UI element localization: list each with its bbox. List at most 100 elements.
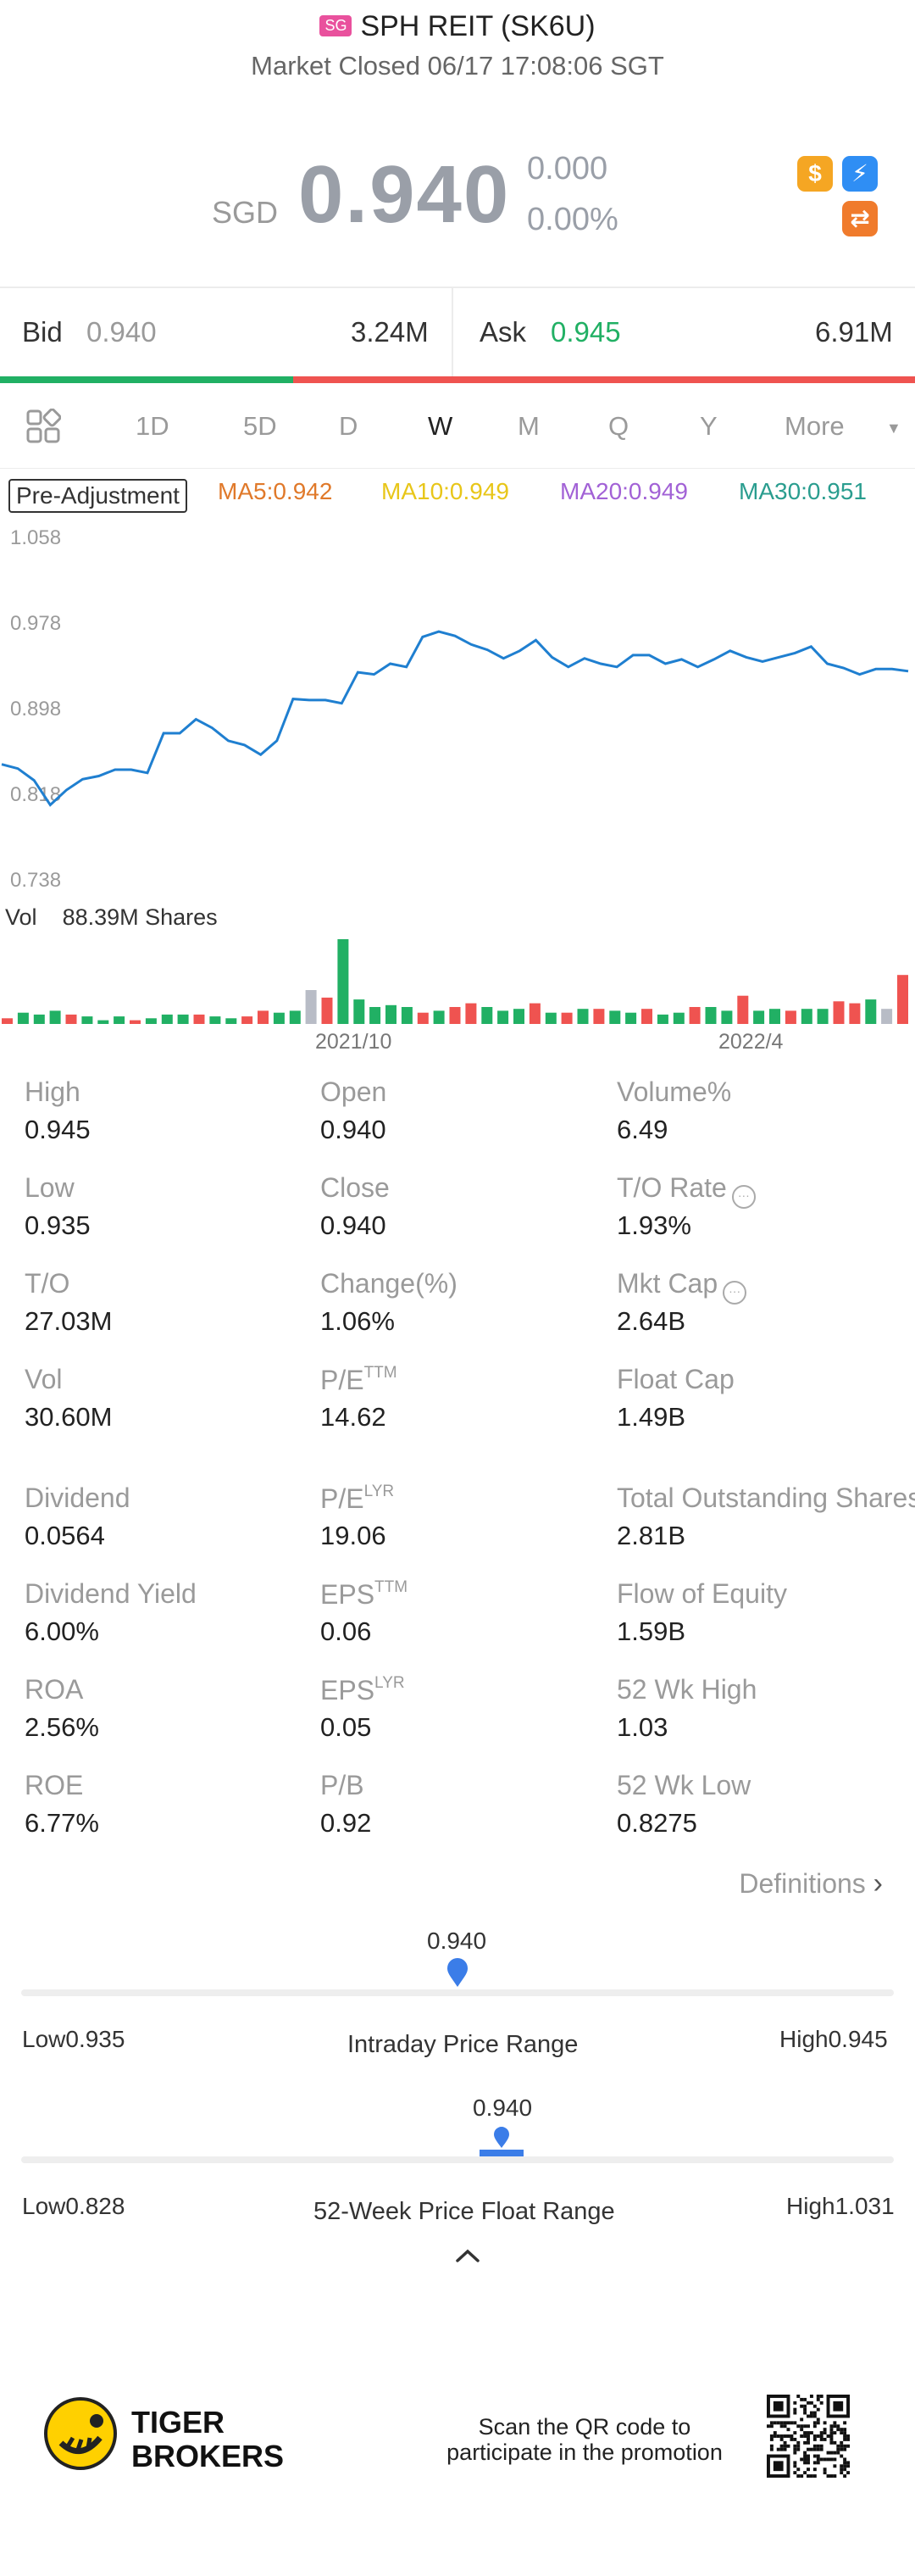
chevron-up-icon[interactable] (453, 2246, 482, 2269)
qr-module (793, 2401, 797, 2405)
price-change-percent: 0.00% (527, 202, 618, 237)
market-status: Market Closed 06/17 17:08:06 SGT (251, 51, 664, 81)
volume-bar (593, 1009, 605, 1024)
volume-bar (337, 939, 349, 1024)
qr-module (843, 2447, 847, 2451)
qr-module (816, 2454, 820, 2458)
stat-value: 14.62 (320, 1402, 386, 1432)
tab-m[interactable]: M (518, 411, 540, 441)
qr-module (807, 2414, 810, 2418)
qr-module (803, 2454, 807, 2458)
qr-module (773, 2421, 777, 2425)
volume-bar (801, 1009, 812, 1024)
tab-more[interactable]: More (785, 411, 845, 441)
stat-label-text: Low (25, 1172, 75, 1203)
layout-grid-icon[interactable] (25, 408, 62, 444)
qr-module (819, 2447, 824, 2451)
qr-module (843, 2468, 847, 2472)
bid-size: 3.24M (351, 316, 429, 348)
volume-bar (737, 995, 749, 1024)
qr-module (807, 2474, 810, 2478)
qr-module (800, 2434, 804, 2438)
week52-range-track (21, 2156, 894, 2163)
x-axis-label: 2022/4 (718, 1030, 784, 1054)
stat-value: 0.8275 (617, 1808, 697, 1838)
qr-module (779, 2444, 784, 2448)
volume-bar (513, 1009, 524, 1024)
stat-label: EPSTTM (320, 1578, 408, 1611)
qr-module (812, 2437, 817, 2441)
qr-module (796, 2395, 801, 2398)
qr-module (843, 2428, 847, 2432)
volume-bar (145, 1018, 157, 1024)
qr-module (793, 2471, 797, 2475)
qr-module (783, 2434, 787, 2438)
stat-label: Volume% (617, 1077, 731, 1108)
dollar-icon[interactable]: $ (797, 156, 833, 192)
stat-value: 0.935 (25, 1210, 91, 1240)
stat-label: ROA (25, 1674, 83, 1705)
flash-icon[interactable]: ⚡ (842, 156, 878, 192)
qr-module (800, 2397, 804, 2401)
volume-bar (2, 1018, 13, 1024)
stat-label-superscript: LYR (363, 1483, 395, 1500)
week52-high: High1.031 (786, 2193, 895, 2219)
qr-module (793, 2407, 797, 2412)
qr-module (812, 2468, 817, 2472)
tab-d[interactable]: D (339, 411, 358, 441)
qr-finder (773, 2461, 784, 2472)
tab-5d[interactable]: 5D (243, 411, 277, 441)
qr-module (796, 2444, 801, 2448)
brand-line-2: BROKERS (131, 2439, 285, 2473)
chevron-down-icon[interactable]: ▼ (886, 420, 901, 437)
stock-title-row: SG SPH REIT (SK6U) (0, 10, 915, 43)
qr-module (773, 2431, 777, 2435)
qr-finder (833, 2401, 844, 2412)
stat-label: P/B (320, 1770, 364, 1801)
volume-bar (209, 1016, 221, 1024)
qr-module (819, 2444, 824, 2448)
qr-module (803, 2461, 807, 2465)
stat-label: Open (320, 1077, 386, 1108)
volume-bar (321, 997, 333, 1024)
qr-module (776, 2447, 780, 2451)
stat-label: Total Outstanding Shares (617, 1483, 915, 1514)
stat-label: 52 Wk High (617, 1674, 757, 1705)
stat-value: 2.81B (617, 1521, 686, 1550)
stat-label: Vol (25, 1364, 62, 1395)
tab-w[interactable]: W (428, 411, 453, 441)
tab-1d[interactable]: 1D (136, 411, 169, 441)
qr-module (767, 2424, 770, 2429)
qr-module (786, 2421, 790, 2425)
qr-module (779, 2437, 784, 2441)
volume-bar (529, 1003, 541, 1024)
stat-label-text: ROA (25, 1674, 84, 1705)
ma10-label: MA10:0.949 (381, 478, 509, 504)
qr-module (836, 2444, 840, 2448)
brand-line-1: TIGER (131, 2405, 225, 2440)
definitions-link[interactable]: Definitions › (739, 1867, 883, 1900)
volume-bar (369, 1007, 381, 1024)
tab-q[interactable]: Q (608, 411, 629, 441)
qr-module (843, 2457, 847, 2462)
info-icon[interactable]: ··· (731, 1185, 756, 1209)
info-icon[interactable]: ··· (723, 1281, 747, 1305)
stat-label: Mkt Cap ··· (617, 1268, 747, 1305)
qr-module (807, 2424, 810, 2429)
tab-y[interactable]: Y (700, 411, 718, 441)
volume-bar (353, 999, 365, 1024)
shuffle-icon[interactable]: ⇄ (842, 201, 878, 236)
pre-adjustment-button[interactable]: Pre-Adjustment (8, 479, 187, 513)
qr-module (807, 2457, 810, 2462)
qr-module (829, 2437, 834, 2441)
qr-module (803, 2424, 807, 2429)
intraday-current: 0.940 (427, 1928, 487, 1954)
qr-module (793, 2447, 797, 2451)
stat-label-superscript: TTM (363, 1364, 397, 1382)
qr-module (776, 2434, 780, 2438)
stat-label: T/O Rate ··· (617, 1172, 756, 1209)
qr-module (779, 2447, 784, 2451)
stat-value: 6.49 (617, 1115, 668, 1144)
qr-module (809, 2431, 813, 2435)
